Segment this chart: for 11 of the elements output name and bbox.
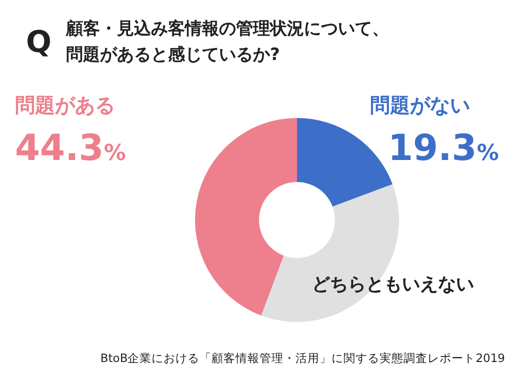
chart-title: 顧客・見込み客情報の管理状況について、問題があると感じているか? — [65, 19, 389, 65]
data-label: 19.3% — [388, 128, 499, 169]
slice-label: 問題がない — [370, 93, 470, 117]
data-label: 44.3% — [15, 128, 126, 169]
slice-label: どちらともいえない — [312, 274, 474, 295]
text: Q — [26, 25, 52, 60]
donut-slice — [297, 118, 393, 207]
slice-label: 問題がある — [15, 93, 115, 117]
donut-slice — [195, 118, 297, 316]
donut-slice — [261, 184, 399, 322]
text: BtoB企業における「顧客情報管理・活用」に関する実態調査レポート2019 — [100, 351, 505, 365]
